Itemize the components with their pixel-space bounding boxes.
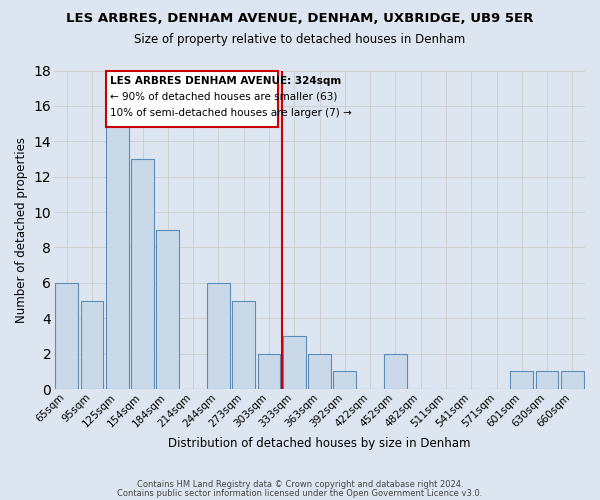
Bar — [55, 283, 78, 389]
Text: Contains HM Land Registry data © Crown copyright and database right 2024.: Contains HM Land Registry data © Crown c… — [137, 480, 463, 489]
Bar — [308, 354, 331, 389]
Bar — [131, 159, 154, 389]
Bar — [334, 372, 356, 389]
Bar — [283, 336, 305, 389]
Bar — [384, 354, 407, 389]
Bar — [232, 300, 255, 389]
Text: Size of property relative to detached houses in Denham: Size of property relative to detached ho… — [134, 32, 466, 46]
Text: ← 90% of detached houses are smaller (63): ← 90% of detached houses are smaller (63… — [110, 92, 337, 102]
Bar — [536, 372, 559, 389]
Bar — [106, 124, 128, 389]
Text: LES ARBRES, DENHAM AVENUE, DENHAM, UXBRIDGE, UB9 5ER: LES ARBRES, DENHAM AVENUE, DENHAM, UXBRI… — [67, 12, 533, 26]
Bar — [106, 72, 278, 127]
Bar — [80, 300, 103, 389]
Bar — [257, 354, 280, 389]
Bar — [511, 372, 533, 389]
Text: 10% of semi-detached houses are larger (7) →: 10% of semi-detached houses are larger (… — [110, 108, 352, 118]
Bar — [561, 372, 584, 389]
X-axis label: Distribution of detached houses by size in Denham: Distribution of detached houses by size … — [168, 437, 471, 450]
Text: Contains public sector information licensed under the Open Government Licence v3: Contains public sector information licen… — [118, 488, 482, 498]
Text: LES ARBRES DENHAM AVENUE: 324sqm: LES ARBRES DENHAM AVENUE: 324sqm — [110, 76, 341, 86]
Bar — [207, 283, 230, 389]
Y-axis label: Number of detached properties: Number of detached properties — [15, 137, 28, 323]
Bar — [157, 230, 179, 389]
